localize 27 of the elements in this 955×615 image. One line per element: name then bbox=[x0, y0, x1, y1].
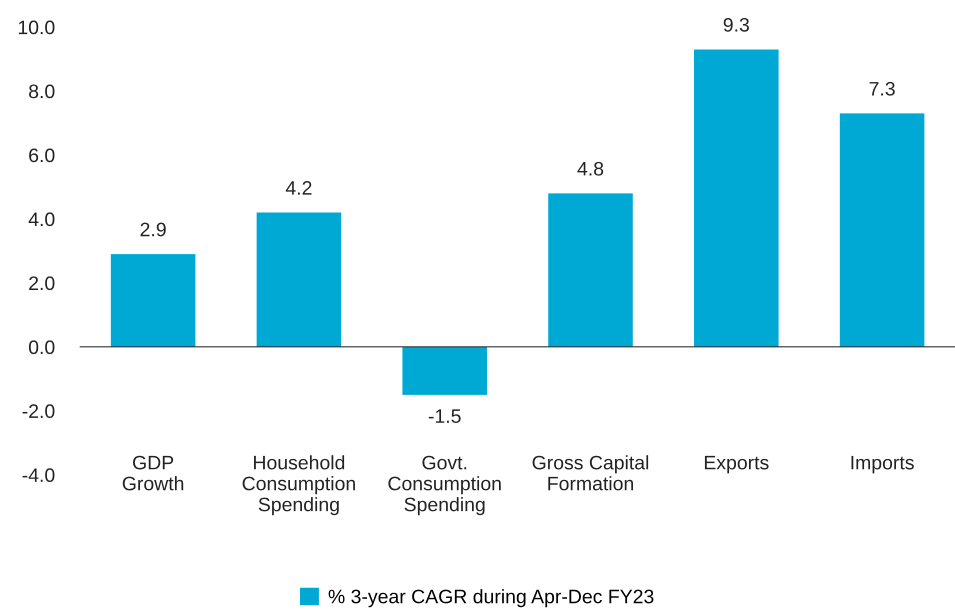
data-label: 9.3 bbox=[724, 18, 749, 32]
bar bbox=[548, 193, 633, 347]
x-tick-label: Household Consumption Spending bbox=[242, 455, 355, 516]
x-tick-label: Imports bbox=[851, 456, 914, 474]
data-label: -1.5 bbox=[428, 409, 461, 423]
bar bbox=[694, 49, 779, 347]
y-tick-label: 0.0 bbox=[28, 340, 54, 354]
data-label: 7.3 bbox=[870, 82, 895, 96]
x-tick-label: Exports bbox=[704, 456, 769, 474]
y-tick-label: 2.0 bbox=[29, 276, 54, 290]
y-tick-label: 4.0 bbox=[28, 212, 54, 226]
data-label: 4.8 bbox=[577, 162, 604, 176]
bar bbox=[110, 254, 196, 347]
bar bbox=[256, 212, 342, 347]
y-tick-label: 8.0 bbox=[29, 84, 54, 98]
y-tick-label: 10.0 bbox=[18, 20, 54, 34]
y-tick-label: 6.0 bbox=[29, 148, 54, 162]
bar bbox=[402, 346, 487, 395]
y-tick-label: -4.0 bbox=[22, 468, 54, 482]
bar bbox=[840, 113, 924, 347]
x-tick-label: Gross Capital Formation bbox=[532, 455, 648, 490]
legend-label: % 3-year CAGR during Apr-Dec FY23 bbox=[328, 589, 654, 608]
x-tick-label: Govt. Consumption Spending bbox=[388, 456, 501, 516]
data-label: 2.9 bbox=[140, 222, 166, 236]
y-tick-label: -2.0 bbox=[22, 404, 54, 418]
x-tick-label: GDP Growth bbox=[122, 456, 184, 490]
data-label: 4.2 bbox=[286, 181, 312, 195]
